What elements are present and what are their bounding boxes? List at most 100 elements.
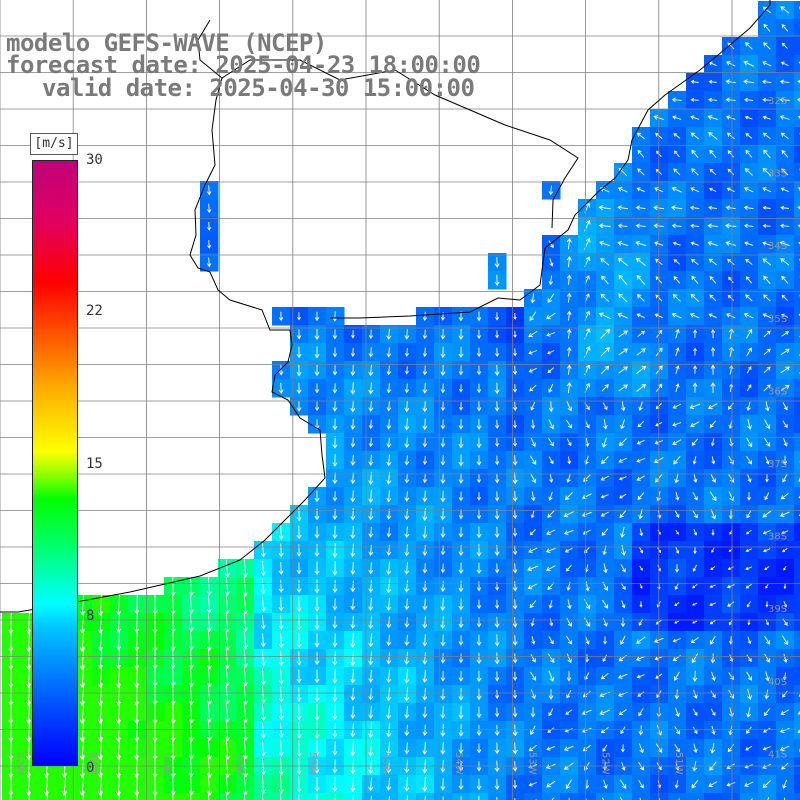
wind-arrow [332,454,338,467]
wind-arrow [476,706,482,719]
wind-arrow [710,708,716,716]
wind-arrow [672,403,682,409]
wind-arrow [225,630,231,651]
longitude-label: 60W [160,752,171,775]
wind-arrow [690,293,700,302]
wind-arrow [725,97,736,103]
wind-arrow [440,742,446,755]
wind-arrow [351,330,355,339]
wind-arrow [762,132,771,140]
wind-arrow [566,381,572,394]
wind-arrow [545,565,556,572]
wind-arrow [278,740,284,757]
wind-arrow [782,672,787,681]
wind-arrow [476,778,482,791]
wind-arrow [459,384,463,393]
wind-arrow [675,328,680,339]
wind-arrow [762,258,772,266]
wind-arrow [350,723,356,738]
wind-speed-cell [272,793,291,800]
wind-arrow [566,635,573,645]
wind-arrow [314,419,320,430]
wind-arrow [601,456,609,465]
wind-arrow [762,115,771,120]
wind-arrow [206,595,212,614]
wind-arrow [599,709,610,716]
wind-arrow [530,473,537,484]
wind-arrow [529,455,537,465]
wind-arrow [673,276,681,284]
wind-arrow [28,790,30,800]
wind-arrow [386,419,392,430]
wind-speed-cell [668,793,687,800]
wind-arrow [762,223,771,228]
wind-arrow [386,347,392,358]
latitude-label: 41S [768,749,787,760]
wind-arrow [314,311,320,322]
wind-arrow [422,598,428,611]
wind-arrow [260,633,266,648]
wind-arrow [600,511,609,517]
wind-arrow [797,187,800,191]
wind-arrow [134,611,140,634]
wind-speed-cell [794,451,800,470]
wind-arrow [476,455,482,466]
wind-arrow [422,311,428,322]
wind-arrow [674,780,679,789]
wind-arrow [725,240,736,247]
wind-arrow [513,330,517,338]
wind-arrow [674,744,680,753]
wind-arrow [638,708,644,717]
wind-arrow [763,708,770,717]
wind-speed-cell [794,613,800,632]
wind-arrow [727,744,735,753]
wind-arrow [332,525,338,539]
wind-arrow [350,472,356,485]
wind-arrow [440,723,446,737]
wind-arrow [296,382,302,395]
wind-arrow [350,598,356,611]
wind-speed-cell [632,793,651,800]
wind-arrow [762,6,771,14]
wind-arrow [779,115,790,120]
wind-arrow [601,365,610,375]
wind-arrow [530,671,537,681]
wind-arrow [494,671,500,682]
wind-arrow [528,350,538,355]
wind-arrow [617,205,628,211]
wind-arrow [26,646,32,671]
wind-arrow [620,744,625,753]
border-line [221,59,579,229]
wind-arrow [296,544,302,557]
wind-arrow [386,544,392,557]
wind-arrow [566,328,572,339]
wind-arrow [671,223,682,229]
wind-arrow [476,473,482,484]
wind-arrow [530,707,536,718]
wind-arrow [207,221,212,231]
wind-arrow [278,543,284,558]
wind-arrow [530,437,536,447]
wind-arrow [726,313,736,319]
wind-arrow [617,240,628,247]
wind-arrow [691,779,699,789]
wind-arrow [134,647,140,670]
wind-arrow [781,530,789,535]
latitude-label: 33S [768,169,787,180]
wind-speed-cell [254,793,273,800]
wind-arrow [598,205,611,211]
wind-arrow [368,633,374,648]
wind-arrow [602,617,608,627]
colorbar-tick-22: 22 [86,303,103,319]
wind-arrow [458,778,464,790]
wind-arrow [206,257,212,268]
wind-arrow [779,79,790,84]
wind-speed-cell [794,739,800,758]
wind-arrow [690,115,700,120]
wind-arrow [314,669,320,684]
wind-arrow [727,150,735,158]
wind-speed-cell [794,577,800,596]
wind-arrow [744,97,754,102]
wind-arrow [404,598,410,611]
wind-arrow [188,665,194,688]
